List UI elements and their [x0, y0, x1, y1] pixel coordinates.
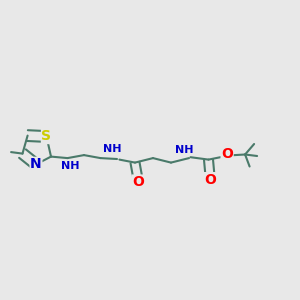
Text: O: O — [221, 148, 233, 161]
Text: O: O — [204, 173, 216, 187]
Text: N: N — [30, 158, 42, 171]
Text: NH: NH — [175, 145, 194, 155]
Text: S: S — [41, 130, 52, 143]
Text: NH: NH — [103, 144, 121, 154]
Text: O: O — [132, 175, 144, 189]
Text: NH: NH — [61, 160, 79, 171]
